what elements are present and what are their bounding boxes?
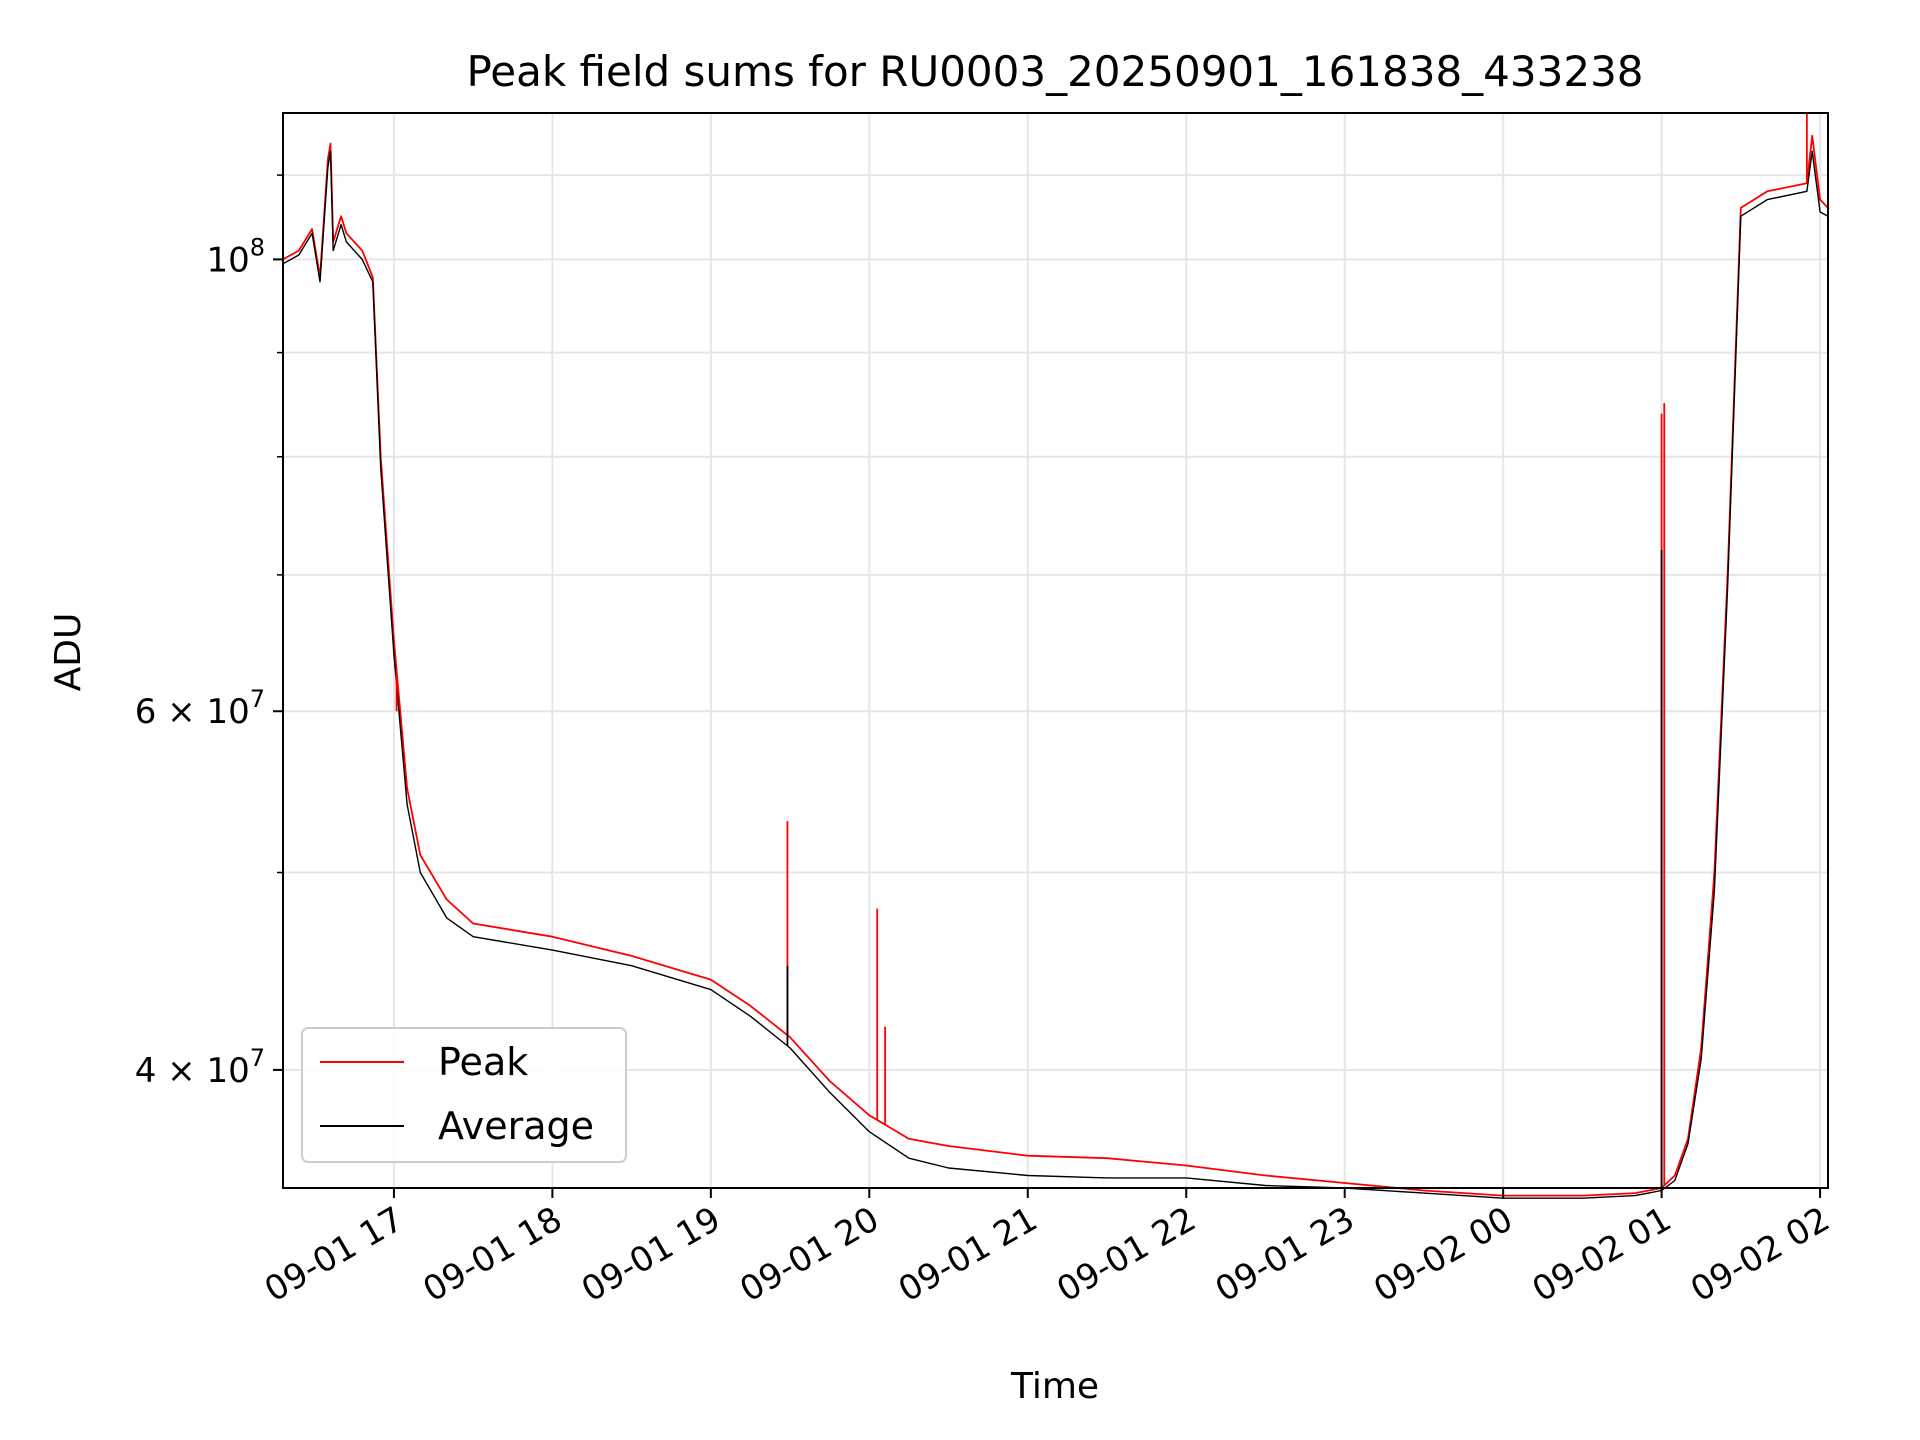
plot-frame bbox=[282, 112, 1829, 1189]
legend-label-peak: Peak bbox=[438, 1040, 528, 1084]
series-line-average bbox=[282, 150, 1829, 1199]
grid bbox=[283, 113, 1828, 1188]
y-tick-label: 4 × 107 bbox=[135, 1044, 265, 1091]
x-axis-label: Time bbox=[1010, 1366, 1099, 1407]
plot-area bbox=[282, 113, 1829, 1199]
y-axis: 108 6 × 107 4 × 107 bbox=[135, 174, 283, 1091]
legend: Peak Average bbox=[301, 1027, 627, 1163]
legend-label-average: Average bbox=[438, 1104, 594, 1148]
y-tick-label: 6 × 107 bbox=[135, 685, 265, 732]
series-line-peak bbox=[282, 134, 1829, 1197]
chart-title: Peak field sums for RU0003_20250901_1618… bbox=[466, 47, 1643, 96]
y-tick-label: 108 bbox=[206, 233, 265, 280]
y-axis-label: ADU bbox=[48, 613, 89, 692]
